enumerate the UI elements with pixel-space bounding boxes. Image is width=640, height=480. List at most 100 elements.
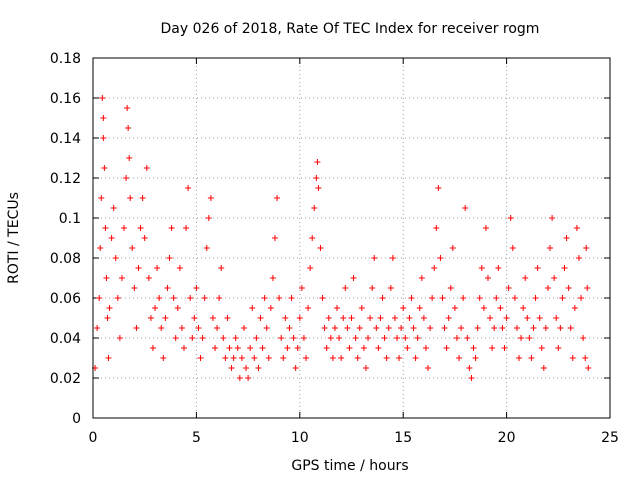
data-point	[383, 355, 390, 361]
data-point	[116, 335, 123, 341]
data-point	[296, 315, 303, 321]
data-point	[427, 325, 434, 331]
data-point	[160, 355, 167, 361]
data-point	[145, 275, 152, 281]
data-point	[573, 225, 580, 231]
data-point	[544, 285, 551, 291]
data-point	[114, 295, 121, 301]
data-point	[288, 295, 295, 301]
data-point	[226, 345, 233, 351]
data-point	[191, 315, 198, 321]
data-point	[499, 325, 506, 331]
data-point	[513, 325, 520, 331]
data-point	[416, 305, 423, 311]
data-point	[334, 305, 341, 311]
data-point	[218, 265, 225, 271]
data-point	[224, 315, 231, 321]
data-point	[286, 325, 293, 331]
data-point	[352, 335, 359, 341]
y-tick-label: 0.04	[50, 331, 81, 347]
data-point	[214, 325, 221, 331]
data-point	[547, 245, 554, 251]
data-point	[234, 345, 241, 351]
data-point	[540, 365, 547, 371]
data-point	[356, 325, 363, 331]
data-point	[439, 295, 446, 301]
data-point	[276, 295, 283, 301]
data-point	[393, 335, 400, 341]
data-point	[487, 315, 494, 321]
data-point	[103, 275, 110, 281]
data-point	[294, 345, 301, 351]
y-tick-label: 0.12	[50, 171, 81, 187]
plot-frame	[92, 57, 611, 419]
y-tick-label: 0.06	[50, 291, 81, 307]
data-point	[331, 325, 338, 331]
data-point	[373, 325, 380, 331]
data-point	[207, 195, 214, 201]
data-point	[375, 345, 382, 351]
data-point	[493, 295, 500, 301]
data-point	[298, 285, 305, 291]
data-point	[187, 295, 194, 301]
data-point	[491, 325, 498, 331]
data-point	[249, 305, 256, 311]
data-point	[236, 375, 243, 381]
data-point	[280, 355, 287, 361]
y-tick-label: 0	[72, 411, 81, 427]
data-point	[410, 325, 417, 331]
data-point	[185, 185, 192, 191]
data-point	[456, 355, 463, 361]
data-point	[321, 325, 328, 331]
data-point	[197, 355, 204, 361]
data-point	[569, 355, 576, 361]
data-point	[118, 275, 125, 281]
data-point	[377, 315, 384, 321]
data-point	[445, 315, 452, 321]
data-point	[123, 175, 130, 181]
data-point	[478, 265, 485, 271]
data-point	[462, 205, 469, 211]
data-point	[180, 345, 187, 351]
x-tick-label: 10	[291, 430, 309, 446]
data-point	[520, 305, 527, 311]
data-point	[516, 355, 523, 361]
data-point	[350, 275, 357, 281]
data-point	[371, 255, 378, 261]
data-point	[367, 315, 374, 321]
data-point	[104, 315, 111, 321]
data-point	[162, 315, 169, 321]
data-point	[344, 325, 351, 331]
data-point	[170, 295, 177, 301]
data-point	[325, 315, 332, 321]
data-point	[402, 335, 409, 341]
data-point	[365, 335, 372, 341]
data-point	[583, 245, 590, 251]
data-point	[449, 245, 456, 251]
data-point	[358, 305, 365, 311]
data-point	[549, 215, 556, 221]
data-point	[482, 225, 489, 231]
data-point	[135, 265, 142, 271]
data-point	[149, 345, 156, 351]
data-point	[110, 205, 117, 211]
data-point	[220, 335, 227, 341]
data-point	[300, 335, 307, 341]
data-point	[255, 365, 262, 371]
y-tick-label: 0.1	[59, 211, 81, 227]
data-point	[166, 255, 173, 261]
data-point	[131, 285, 138, 291]
data-point	[474, 325, 481, 331]
data-point	[253, 335, 260, 341]
x-tick-label: 25	[601, 430, 619, 446]
data-point	[139, 195, 146, 201]
data-point	[174, 305, 181, 311]
data-point	[567, 325, 574, 331]
data-point	[168, 225, 175, 231]
data-point	[203, 245, 210, 251]
data-point	[282, 315, 289, 321]
data-point	[555, 345, 562, 351]
data-point	[551, 275, 558, 281]
data-point	[317, 245, 324, 251]
